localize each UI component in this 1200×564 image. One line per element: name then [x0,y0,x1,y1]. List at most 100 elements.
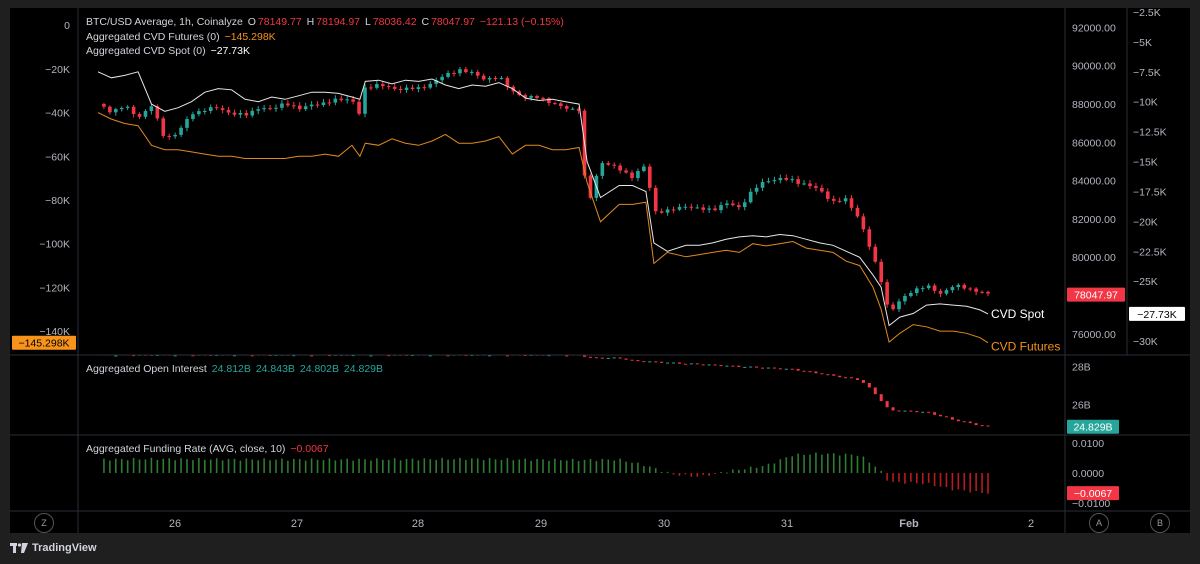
candle-body [974,288,978,292]
candle-body [986,291,990,294]
candle-body [826,191,830,199]
spot-tick-label: −25K [1133,276,1158,288]
funding-bar [471,458,473,473]
candle-body [428,83,433,88]
funding-bar [726,472,728,474]
funding-bar [981,473,983,493]
oi-candle [802,370,806,372]
candle-body [398,88,403,90]
candle-body [701,207,705,210]
candle-body [131,106,136,115]
oi-candle [731,365,735,367]
oi-candle [962,421,966,423]
funding-bar [494,459,497,473]
log-scale-button[interactable]: B [1150,513,1170,533]
candle-body [238,112,243,115]
tradingview-brand[interactable]: TradingView [10,542,97,554]
funding-bar [328,458,331,473]
funding-bar [269,460,271,473]
funding-bar [459,457,461,473]
oi-candle [749,366,753,368]
funding-bar [666,471,669,473]
candle-body [814,186,818,188]
funding-bar [150,457,153,473]
funding-bar [702,473,704,475]
oi-candle [713,364,717,366]
spot-tick-label: −7.5K [1133,67,1161,79]
oi-candle [173,355,177,357]
funding-bar [115,458,117,473]
oi-candle [950,417,954,420]
futures-tick-label: −100K [39,239,70,251]
main-legend: BTC/USD Average, 1h, Coinalyze O 78149.77… [86,16,566,28]
candle-body [375,84,379,88]
candle-body [909,293,913,296]
candle-body [220,108,225,110]
candle-body [434,80,438,84]
candle-body [695,207,700,209]
candle-body [149,106,154,112]
oi-candle [672,362,676,364]
candle-body [309,104,314,107]
funding-bar [601,458,604,473]
oi-candle [790,368,794,370]
funding-bar [162,458,165,473]
brand-name: TradingView [32,542,97,554]
futures-badge-bg [12,335,76,350]
funding-bar [465,460,467,473]
oi-candle [915,411,919,413]
oi-candle [547,355,551,357]
candle-body [796,179,800,184]
candle-body [487,78,492,80]
oi-candle [618,357,622,359]
candle-body [855,207,860,217]
auto-scale-button[interactable]: A [1089,513,1109,533]
candle-body [125,106,130,108]
candle-body [470,71,474,73]
cvd-futures-series-label: CVD Futures [991,340,1060,354]
funding-bar [850,454,853,473]
candle-body [155,106,160,119]
funding-bar [322,460,325,473]
funding-bar [382,459,384,473]
funding-bar [838,455,841,473]
funding-bar [904,473,906,484]
oi-candle [838,375,842,378]
candle-body [410,87,415,90]
candle-body [208,107,213,112]
oi-candle [885,401,889,408]
funding-bar [536,458,538,473]
funding-bar [868,462,871,473]
candle-body [547,98,551,104]
price-badge-bg [1067,287,1125,302]
candle-body [232,112,237,115]
oi-candle [956,419,960,422]
candle-body [386,86,391,88]
candle-body [980,291,984,293]
candle-body [191,114,195,120]
oi-candle [565,355,569,357]
candle-body [114,109,118,113]
candle-body [250,110,255,116]
candle-body [903,295,907,302]
funding-bar [987,473,989,494]
funding-bar [441,457,443,473]
candle-body [683,206,688,208]
funding-bar [939,473,942,487]
cvd-spot-line [97,71,989,327]
candle-body [345,99,349,101]
candle-body [541,97,545,99]
oi-candle [132,355,136,357]
oi-candle [648,361,652,363]
funding-bar [767,463,770,473]
zoom-reset-button[interactable]: Z [34,513,54,533]
funding-bar [631,462,633,473]
candle-body [292,105,296,107]
funding-bar [304,460,307,473]
candle-body [505,77,510,87]
funding-bar [548,460,550,473]
funding-bar [583,459,586,473]
price-tick-label: 90000.00 [1072,61,1116,73]
funding-bar [649,466,651,473]
